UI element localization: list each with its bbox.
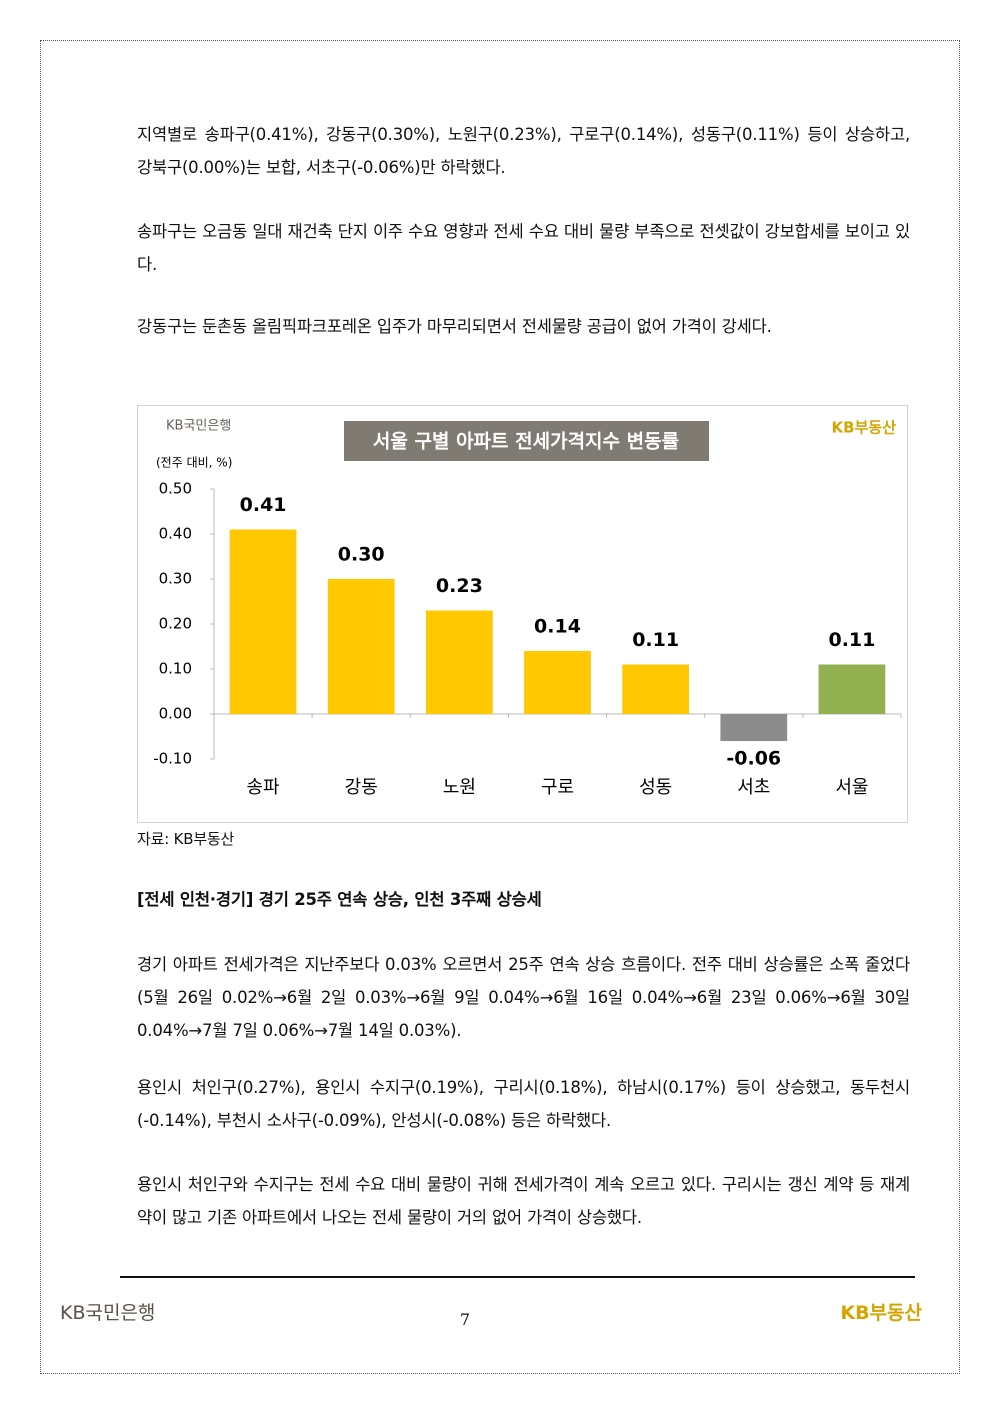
x-tick-label: 서울	[835, 777, 868, 798]
paragraph: 경기 아파트 전세가격은 지난주보다 0.03% 오르면서 25주 연속 상승 …	[137, 955, 910, 1040]
footer-rule	[120, 1276, 915, 1278]
footer-logo-right: KB부동산	[840, 1302, 922, 1324]
x-tick-label: 노원	[443, 777, 476, 798]
chart: KB국민은행 KB부동산 서울 구별 아파트 전세가격지수 변동률 (전주 대비…	[153, 418, 902, 798]
x-tick-label: 서초	[737, 777, 770, 798]
paragraph: 지역별로 송파구(0.41%), 강동구(0.30%), 노원구(0.23%),…	[137, 125, 910, 177]
source: 자료: KB부동산	[137, 830, 235, 848]
page-number: 7	[459, 1310, 471, 1329]
y-tick-label: 0.00	[159, 705, 192, 723]
x-tick-label: 강동	[345, 777, 378, 798]
paragraph: 용인시 처인구와 수지구는 전세 수요 대비 물량이 귀해 전세가격이 계속 오…	[137, 1175, 910, 1227]
x-tick-label: 성동	[639, 777, 672, 798]
bar	[425, 610, 493, 714]
bar	[327, 579, 395, 714]
title-box	[344, 421, 709, 461]
paragraph: 용인시 처인구(0.27%), 용인시 수지구(0.19%), 구리시(0.18…	[137, 1078, 910, 1130]
section-heading: [전세 인천·경기] 경기 25주 연속 상승, 인천 3주째 상승세	[137, 890, 542, 909]
unit-label: (전주 대비, %)	[156, 456, 232, 470]
value-label: -0.06	[726, 748, 781, 770]
value-label: 0.11	[632, 629, 679, 651]
y-tick-label: 0.20	[159, 615, 192, 633]
chart-logo-right: KB부동산	[832, 419, 897, 437]
y-tick-label: 0.10	[159, 660, 192, 678]
value-label: 0.14	[534, 616, 581, 638]
paragraph: 송파구는 오금동 일대 재건축 단지 이주 수요 영향과 전세 수요 대비 물량…	[137, 222, 910, 274]
chart-frame: KB국민은행 KB부동산 서울 구별 아파트 전세가격지수 변동률 (전주 대비…	[137, 405, 908, 823]
bar	[720, 714, 788, 741]
value-label: 0.23	[436, 575, 483, 597]
page-border	[40, 40, 960, 1374]
paragraph: 강동구는 둔촌동 올림픽파크포레온 입주가 마무리되면서 전세물량 공급이 없어…	[137, 317, 772, 336]
bar	[229, 529, 297, 714]
value-label: 0.41	[240, 494, 287, 516]
chart-title: 서울 구별 아파트 전세가격지수 변동률	[373, 431, 679, 453]
y-tick-label: -0.10	[153, 750, 192, 768]
y-tick-label: 0.40	[159, 525, 192, 543]
y-tick-label: 0.50	[159, 480, 192, 498]
chart-logo-left: KB국민은행	[166, 418, 231, 434]
value-label: 0.11	[828, 629, 875, 651]
footer-logo-left: KB국민은행	[60, 1302, 156, 1324]
value-label: 0.30	[338, 544, 385, 566]
x-tick-label: 송파	[247, 777, 281, 798]
bar	[622, 664, 690, 714]
bar	[524, 651, 591, 714]
y-tick-label: 0.30	[159, 570, 192, 588]
bar	[818, 664, 886, 714]
x-tick-label: 구로	[541, 777, 574, 798]
